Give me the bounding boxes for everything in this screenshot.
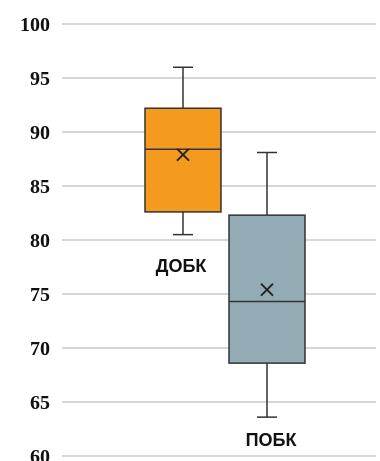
iqr-box [144,107,222,213]
y-tick-label: 95 [30,68,50,90]
mean-marker [260,283,274,297]
y-tick-label: 90 [30,122,50,144]
series-labels: ДОБК ПОБК [156,256,298,450]
grid-lines [62,23,376,457]
series-label: ПОБК [246,430,298,450]
mean-marker-stroke [176,148,190,162]
box-series [144,66,306,418]
y-tick-label: 80 [30,230,50,252]
box-series-2 [228,151,306,418]
y-axis-tick-labels: 60 65 70 75 80 85 90 95 100 [20,14,50,461]
y-tick-label: 85 [30,176,50,198]
y-tick-label: 70 [30,338,50,360]
y-tick-label: 65 [30,392,50,414]
series-label: ДОБК [156,256,208,276]
mean-marker-stroke [260,283,274,297]
y-tick-label: 100 [20,14,50,36]
box-series-1 [144,66,222,236]
mean-marker [176,148,190,162]
y-tick-label: 60 [30,446,50,461]
y-tick-label: 75 [30,284,50,306]
